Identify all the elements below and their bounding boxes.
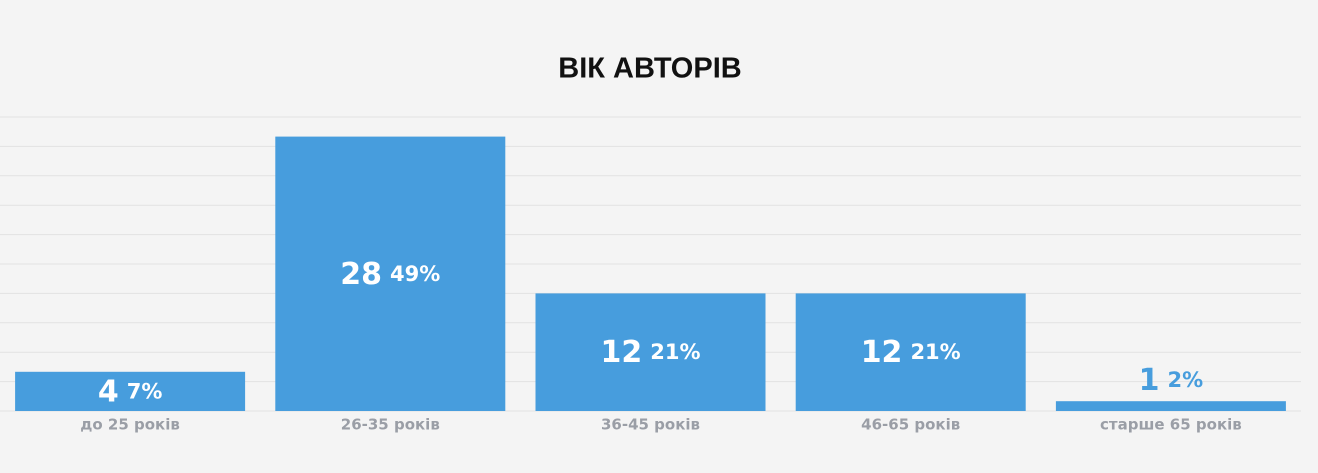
bar	[795, 293, 1026, 411]
percent-label: 21%	[650, 340, 700, 364]
bar	[15, 371, 246, 411]
x-tick-label: 46-65 років	[861, 416, 960, 434]
bar	[535, 293, 766, 411]
x-tick-label: старше 65 років	[1100, 416, 1242, 434]
bar	[1055, 401, 1286, 411]
percent-label: 2%	[1168, 368, 1204, 392]
value-label: 28	[340, 256, 382, 291]
data-label: 1 2%	[1139, 363, 1204, 398]
x-tick-label: 26-35 років	[341, 416, 440, 434]
x-tick-label: до 25 років	[80, 416, 180, 434]
chart-title: ВІК АВТОРІВ	[558, 53, 741, 85]
percent-label: 7%	[127, 379, 163, 403]
data-label: 12 21%	[600, 335, 700, 370]
value-label: 4	[98, 374, 119, 409]
percent-label: 21%	[910, 340, 960, 364]
data-label: 12 21%	[861, 335, 961, 370]
percent-label: 49%	[390, 262, 440, 286]
value-label: 1	[1139, 363, 1160, 398]
value-label: 12	[600, 335, 642, 370]
x-tick-label: 36-45 років	[601, 416, 700, 434]
value-label: 12	[861, 335, 903, 370]
data-label: 4 7%	[98, 374, 163, 409]
data-label: 28 49%	[340, 256, 440, 291]
bar	[275, 136, 506, 411]
